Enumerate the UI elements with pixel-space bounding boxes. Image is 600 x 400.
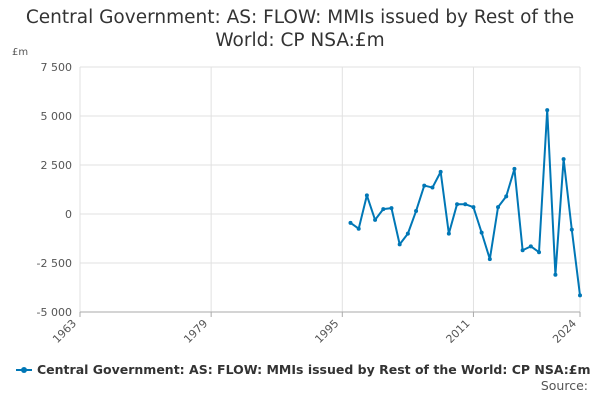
y-tick-label: 2 500 — [41, 159, 73, 172]
data-point — [397, 242, 402, 247]
data-point — [364, 193, 369, 198]
data-point — [463, 202, 468, 207]
data-point — [528, 244, 533, 249]
source-label: Source: — [540, 378, 588, 393]
data-point — [455, 202, 460, 207]
legend: Central Government: AS: FLOW: MMIs issue… — [16, 362, 591, 377]
data-point — [381, 207, 386, 212]
data-point — [446, 231, 451, 236]
y-unit-label: £m — [12, 47, 28, 58]
x-tick-label: 1979 — [181, 317, 210, 346]
legend-marker-icon — [16, 365, 32, 375]
data-point — [504, 194, 509, 199]
gridlines — [79, 66, 581, 313]
data-point — [438, 169, 443, 174]
data-point — [405, 231, 410, 236]
data-point — [496, 205, 501, 210]
data-point — [512, 166, 517, 171]
y-tick-label: -5 000 — [37, 306, 72, 319]
data-point — [545, 108, 550, 113]
data-point — [487, 257, 492, 262]
data-point — [553, 272, 558, 277]
x-tick-label: 2011 — [444, 317, 473, 346]
data-point — [578, 293, 582, 298]
data-point — [520, 248, 525, 253]
x-tick-label: 1995 — [312, 317, 341, 346]
legend-label: Central Government: AS: FLOW: MMIs issue… — [37, 362, 591, 377]
data-point — [348, 220, 353, 225]
x-tick-label: 2024 — [550, 317, 579, 346]
data-point — [373, 217, 378, 222]
data-point — [537, 250, 542, 255]
data-point — [389, 206, 394, 211]
data-point — [561, 157, 566, 162]
data-point — [422, 183, 427, 188]
chart-title: Central Government: AS: FLOW: MMIs issue… — [25, 7, 575, 51]
y-tick-label: 5 000 — [41, 110, 73, 123]
y-tick-label: -2 500 — [37, 257, 72, 270]
data-point — [479, 230, 484, 235]
y-tick-label: 7 500 — [41, 61, 73, 74]
series-layer — [348, 108, 582, 298]
data-point — [356, 226, 361, 231]
data-point — [414, 209, 419, 214]
data-point — [471, 205, 476, 210]
data-point — [430, 185, 435, 190]
data-point — [569, 227, 574, 232]
axes: -5 000 -2 500 0 2 500 5 000 7 500 1963 1979 1995… — [37, 61, 581, 346]
y-tick-label: 0 — [65, 208, 72, 221]
x-tick-label: 1963 — [50, 317, 79, 346]
